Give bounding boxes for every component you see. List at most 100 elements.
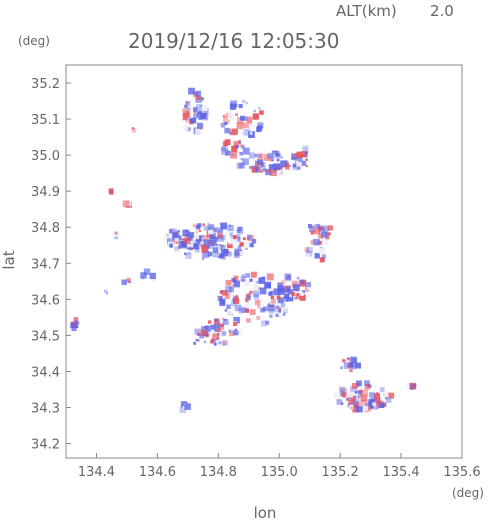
data-point (240, 158, 243, 161)
data-point (258, 154, 262, 158)
data-point (198, 229, 202, 233)
data-point (210, 339, 214, 344)
data-point (224, 121, 228, 125)
data-point (211, 242, 215, 246)
x-axis-unit: (deg) (452, 486, 484, 500)
data-point (183, 243, 187, 247)
data-point (242, 147, 250, 155)
data-point (277, 297, 284, 304)
data-point (233, 321, 238, 326)
data-point (179, 406, 187, 413)
data-point (249, 278, 253, 282)
data-point (246, 296, 251, 301)
data-point (201, 105, 208, 111)
data-point (360, 394, 368, 402)
data-point (222, 290, 228, 296)
data-point (214, 328, 218, 333)
data-point (235, 113, 238, 117)
data-point (259, 287, 267, 295)
data-point (224, 293, 231, 299)
data-point (239, 144, 243, 147)
data-point (109, 191, 112, 194)
data-point (340, 388, 348, 396)
data-point (233, 141, 240, 147)
data-point (297, 166, 301, 170)
data-point (256, 316, 261, 320)
x-axis-label: lon (254, 504, 277, 521)
data-point (248, 152, 256, 159)
data-point (300, 153, 305, 158)
data-point (349, 362, 355, 368)
data-point (232, 235, 237, 240)
data-point (269, 314, 273, 318)
data-point (278, 282, 284, 287)
data-point (207, 320, 212, 324)
data-point (212, 252, 219, 258)
data-point (184, 237, 191, 244)
data-point (355, 390, 358, 393)
data-point (228, 329, 232, 333)
y-tick-label: 34.7 (31, 257, 60, 272)
data-point (190, 117, 197, 124)
data-point (199, 244, 203, 248)
data-point (249, 165, 252, 169)
data-point (373, 393, 380, 400)
data-point (224, 139, 231, 146)
altitude-value: 2.0 (430, 2, 454, 20)
data-point (298, 157, 303, 162)
data-point (303, 147, 310, 154)
data-point (359, 386, 366, 393)
data-point (185, 120, 189, 124)
data-point (219, 253, 224, 259)
data-point (231, 153, 235, 156)
data-point (174, 245, 180, 251)
data-point (257, 122, 264, 129)
y-tick-label: 34.9 (31, 185, 60, 200)
data-point (222, 140, 228, 146)
data-point (388, 392, 395, 399)
data-point (128, 280, 131, 284)
data-point (369, 392, 375, 398)
data-point (233, 316, 240, 324)
data-point (292, 284, 300, 291)
data-point (321, 254, 327, 259)
data-point (249, 242, 254, 248)
data-point (239, 152, 243, 156)
data-point (275, 313, 279, 317)
data-point (203, 225, 209, 231)
data-point (342, 359, 345, 363)
data-point (173, 229, 179, 234)
data-point (114, 231, 118, 235)
data-point (220, 234, 226, 241)
data-point (280, 156, 284, 159)
data-point (351, 395, 356, 401)
data-point (288, 294, 292, 298)
data-point (70, 322, 76, 329)
x-tick-label: 134.4 (78, 465, 115, 480)
data-point (246, 318, 251, 323)
data-point (230, 300, 237, 306)
data-point (262, 306, 268, 312)
data-point (225, 280, 232, 286)
data-point (132, 127, 135, 130)
data-point (299, 279, 305, 285)
data-point (224, 309, 228, 312)
data-point (238, 307, 245, 314)
data-point (258, 287, 261, 290)
data-point (318, 233, 324, 239)
data-point (200, 337, 203, 340)
data-point (269, 159, 273, 162)
data-point (184, 252, 187, 256)
data-point (221, 244, 224, 248)
data-point (296, 276, 300, 280)
data-point (236, 122, 244, 130)
data-point (275, 305, 280, 309)
data-point (71, 325, 77, 331)
data-point (122, 200, 130, 208)
data-point (359, 394, 363, 397)
data-point (341, 402, 344, 405)
data-point (348, 400, 356, 408)
data-point (202, 250, 210, 258)
data-point (237, 230, 243, 236)
data-point (359, 389, 363, 393)
